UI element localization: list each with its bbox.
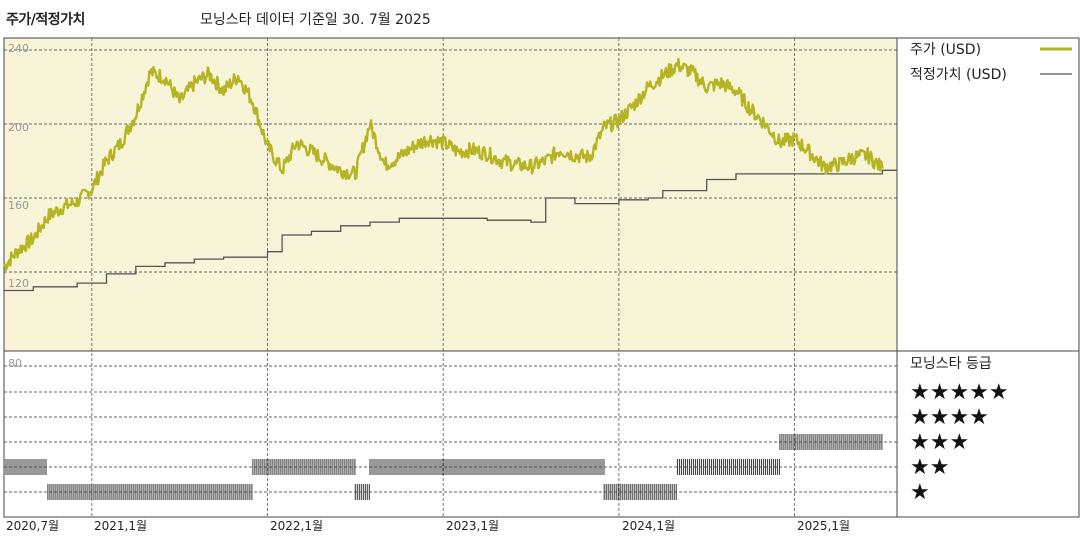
rating-bar-8	[779, 434, 883, 450]
legend-price-label: 주가 (USD)	[910, 42, 981, 58]
x-tick-2024-1: 2024,1월	[622, 519, 675, 533]
rating-1-star: ★	[910, 480, 930, 505]
rating-bar-3	[252, 459, 356, 475]
y-tick-200: 200	[8, 121, 29, 134]
chart-title: 주가/적정가치	[6, 12, 85, 28]
y-tick-120: 120	[8, 277, 29, 290]
rating-bar-2	[47, 484, 253, 500]
data-date-label: 모닝스타 데이터 기준일 30. 7월 2025	[200, 12, 431, 28]
rating-3-stars: ★★★	[910, 430, 969, 455]
price-grid	[4, 49, 897, 273]
rating-bars	[3, 434, 883, 500]
rating-bar-4	[354, 484, 370, 500]
rating-bar-7	[676, 459, 780, 475]
y-tick-160: 160	[8, 199, 29, 212]
price-panel-bg	[4, 38, 897, 351]
legend-fairvalue-label: 적정가치 (USD)	[910, 67, 1007, 83]
rating-bar-1	[3, 459, 47, 475]
fair-value-line	[4, 169, 897, 292]
x-tick-2025-1: 2025,1월	[797, 519, 850, 533]
x-tick-2020-7: 2020,7월	[6, 519, 59, 533]
x-tick-2021-1: 2021,1월	[94, 519, 147, 533]
rating-4-stars: ★★★★	[910, 405, 989, 430]
rating-bar-5	[369, 459, 605, 475]
y-tick-240: 240	[8, 42, 29, 55]
rating-y-tick-80: 80	[8, 357, 22, 370]
x-tick-2022-1: 2022,1월	[270, 519, 323, 533]
rating-legend-title: 모닝스타 등급	[910, 356, 992, 372]
rating-5-stars: ★★★★★	[910, 380, 1009, 405]
price-line	[2, 57, 884, 271]
x-tick-2023-1: 2023,1월	[446, 519, 499, 533]
chart-frame	[3, 37, 1080, 518]
rating-2-stars: ★★	[910, 455, 949, 480]
rating-bar-6	[603, 484, 677, 500]
